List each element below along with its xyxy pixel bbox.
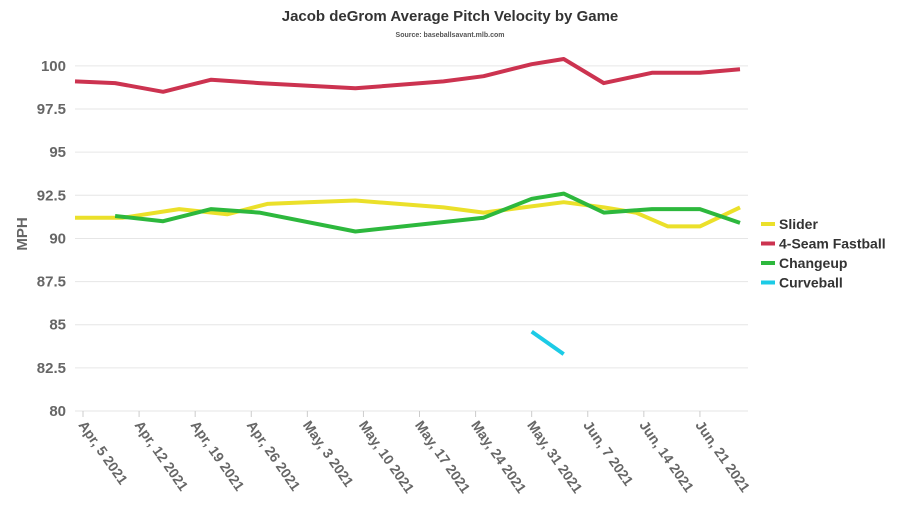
x-tick-label: Apr, 19 2021 — [188, 418, 248, 494]
series-lines — [74, 57, 741, 356]
series-line-slider — [75, 198, 741, 229]
chart-subtitle: Source: baseballsavant.mlb.com — [396, 32, 505, 39]
legend-label-changeup: Changeup — [779, 255, 847, 271]
legend-label-slider: Slider — [779, 216, 818, 232]
y-tick-label: 82.5 — [37, 360, 66, 377]
grid-lines — [75, 65, 748, 412]
y-tick-label: 85 — [49, 317, 66, 334]
x-tick-label: Jun, 14 2021 — [636, 418, 697, 496]
legend-label-4-seam-fastball: 4-Seam Fastball — [779, 236, 886, 252]
y-tick-label: 80 — [49, 403, 66, 420]
chart-title: Jacob deGrom Average Pitch Velocity by G… — [282, 8, 619, 25]
x-tick-label: May, 10 2021 — [356, 418, 418, 497]
y-tick-label: 87.5 — [37, 274, 66, 291]
x-tick-label: May, 17 2021 — [412, 418, 474, 497]
y-tick-label: 90 — [49, 230, 66, 247]
x-tick-label: Apr, 26 2021 — [244, 418, 304, 494]
legend: Slider 4-Seam Fastball Changeup Curveball — [761, 216, 886, 291]
x-tick-label: Apr, 5 2021 — [76, 418, 132, 488]
y-axis-label: MPH — [14, 217, 31, 250]
y-tick-label: 95 — [49, 144, 66, 161]
y-tick-label: 92.5 — [37, 187, 66, 204]
x-tick-label: Apr, 12 2021 — [132, 418, 192, 494]
x-tick-label: Jun, 7 2021 — [580, 418, 637, 489]
y-tick-label: 100 — [41, 58, 66, 75]
x-tick-label: May, 24 2021 — [468, 418, 530, 497]
series-line-curveball — [530, 329, 565, 356]
x-tick-label: May, 3 2021 — [300, 418, 357, 490]
y-axis-ticks: 80 82.5 85 87.5 90 92.5 95 97.5 100 — [37, 58, 66, 420]
y-tick-label: 97.5 — [37, 101, 66, 118]
series-line-changeup — [114, 191, 741, 234]
legend-label-curveball: Curveball — [779, 275, 843, 291]
series-line-4-seam-fastball — [74, 57, 741, 94]
x-tick-label: May, 31 2021 — [524, 418, 586, 497]
x-tick-label: Jun, 21 2021 — [692, 418, 753, 496]
